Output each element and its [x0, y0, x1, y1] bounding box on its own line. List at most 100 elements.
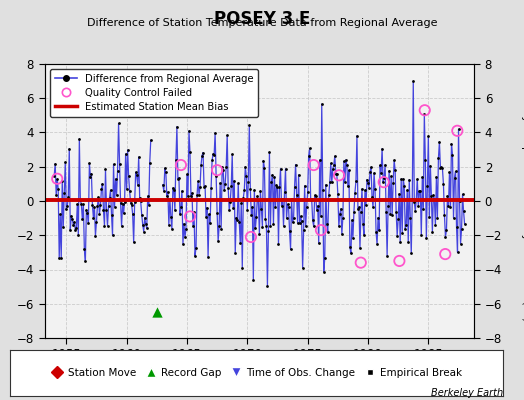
- Point: [177, 162, 185, 168]
- Point: [279, 222, 288, 229]
- Point: [185, 128, 193, 134]
- Point: [74, 232, 82, 238]
- Point: [166, 196, 174, 202]
- Point: [65, 145, 73, 152]
- Point: [235, 218, 244, 225]
- Point: [159, 182, 167, 188]
- Point: [394, 216, 402, 222]
- Point: [409, 78, 418, 84]
- Point: [50, 173, 58, 179]
- Point: [193, 192, 201, 198]
- Point: [138, 221, 147, 228]
- Point: [110, 161, 118, 168]
- Point: [421, 107, 429, 114]
- Point: [217, 226, 225, 232]
- Point: [163, 189, 172, 195]
- Point: [115, 160, 124, 167]
- Point: [456, 240, 465, 247]
- Point: [309, 217, 317, 224]
- Point: [181, 234, 189, 240]
- Point: [352, 178, 360, 184]
- Point: [287, 246, 295, 252]
- Point: [323, 221, 331, 227]
- Point: [145, 201, 153, 208]
- Point: [77, 201, 85, 208]
- Point: [408, 196, 417, 202]
- Point: [256, 188, 265, 194]
- Point: [212, 173, 220, 180]
- Point: [161, 169, 170, 176]
- Point: [354, 206, 362, 212]
- Point: [366, 168, 374, 175]
- Point: [335, 223, 343, 230]
- Point: [337, 231, 346, 237]
- Point: [95, 210, 104, 217]
- Point: [60, 190, 69, 196]
- Point: [147, 137, 155, 143]
- Point: [99, 207, 107, 213]
- Text: Difference of Station Temperature Data from Regional Average: Difference of Station Temperature Data f…: [87, 18, 437, 28]
- Point: [177, 204, 185, 211]
- Point: [420, 111, 429, 118]
- Point: [215, 223, 223, 230]
- Point: [247, 234, 255, 240]
- Point: [422, 235, 431, 242]
- Point: [361, 187, 369, 193]
- Point: [222, 164, 231, 170]
- Point: [137, 211, 146, 218]
- Point: [340, 158, 348, 165]
- Point: [182, 226, 190, 233]
- Point: [336, 210, 344, 217]
- Text: POSEY 3 E: POSEY 3 E: [214, 10, 310, 28]
- Point: [203, 204, 211, 211]
- Point: [378, 145, 386, 152]
- Point: [347, 250, 355, 256]
- Point: [442, 227, 451, 233]
- Point: [263, 282, 271, 289]
- Point: [369, 204, 377, 211]
- Point: [356, 245, 364, 251]
- Point: [195, 191, 203, 198]
- Point: [423, 183, 432, 189]
- Point: [377, 170, 385, 176]
- Point: [406, 215, 414, 221]
- Point: [188, 190, 196, 196]
- Point: [108, 232, 117, 239]
- Point: [202, 214, 210, 220]
- Point: [252, 214, 260, 220]
- Point: [135, 154, 143, 160]
- Point: [345, 167, 353, 174]
- Point: [80, 246, 89, 253]
- Point: [339, 214, 347, 221]
- Point: [99, 180, 107, 187]
- Point: [412, 196, 420, 203]
- Point: [261, 215, 270, 222]
- Point: [250, 187, 258, 193]
- Point: [184, 193, 192, 199]
- Point: [364, 180, 372, 186]
- Point: [390, 157, 398, 164]
- Point: [113, 168, 122, 174]
- Point: [171, 207, 179, 214]
- Point: [440, 212, 449, 218]
- Point: [242, 173, 250, 179]
- Legend: Difference from Regional Average, Quality Control Failed, Estimated Station Mean: Difference from Regional Average, Qualit…: [50, 69, 258, 117]
- Point: [260, 164, 269, 171]
- Point: [68, 216, 77, 223]
- Point: [243, 206, 252, 213]
- Point: [209, 151, 217, 157]
- Point: [358, 186, 366, 192]
- Point: [373, 241, 381, 247]
- Point: [264, 228, 272, 234]
- Point: [289, 215, 298, 221]
- Point: [334, 191, 342, 198]
- Point: [76, 197, 84, 204]
- Point: [102, 207, 111, 213]
- Point: [419, 206, 428, 212]
- Point: [291, 161, 300, 168]
- Point: [105, 195, 114, 201]
- Point: [342, 156, 350, 163]
- Point: [186, 149, 194, 156]
- Point: [431, 222, 440, 228]
- Point: [201, 183, 209, 189]
